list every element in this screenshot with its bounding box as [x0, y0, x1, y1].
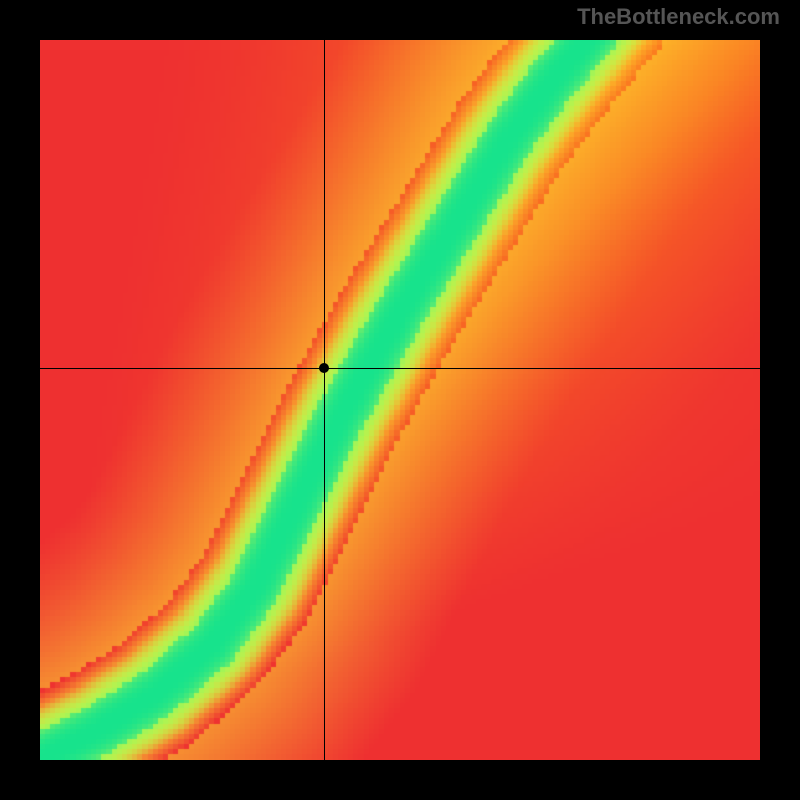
crosshair-horizontal	[40, 368, 760, 369]
watermark-text: TheBottleneck.com	[577, 4, 780, 30]
heatmap-canvas	[40, 40, 760, 760]
crosshair-dot	[319, 363, 329, 373]
crosshair-vertical	[324, 40, 325, 760]
